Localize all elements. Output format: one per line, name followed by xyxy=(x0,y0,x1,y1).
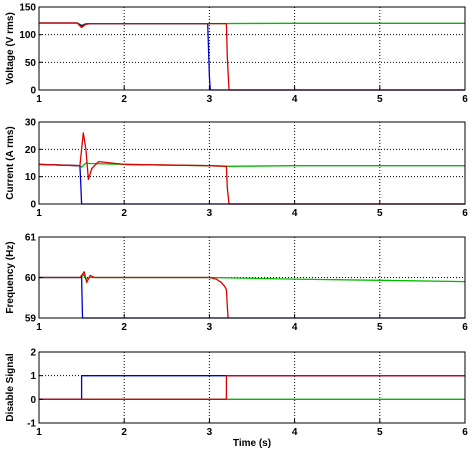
x-tick-label: 3 xyxy=(207,94,213,105)
x-tick-label: 1 xyxy=(36,94,42,105)
series-line-2 xyxy=(39,276,465,319)
x-tick-label: 1 xyxy=(36,427,42,438)
plot-frame xyxy=(38,121,466,205)
y-tick-label: 100 xyxy=(19,30,36,41)
plot-frame xyxy=(38,6,466,91)
x-tick-label: 5 xyxy=(377,208,383,219)
y-tick-label: 50 xyxy=(25,58,37,69)
series-line-3 xyxy=(39,375,465,400)
x-tick-label: 2 xyxy=(121,322,127,333)
y-tick-label: 0 xyxy=(30,395,36,406)
x-tick-label: 2 xyxy=(121,208,127,219)
y-tick-label: 61 xyxy=(25,233,37,244)
y-tick-label: 2 xyxy=(30,348,36,359)
x-tick-label: 6 xyxy=(462,208,468,219)
x-axis-label: Time (s) xyxy=(233,438,271,449)
x-tick-label: 5 xyxy=(377,427,383,438)
x-tick-label: 2 xyxy=(121,94,127,105)
y-tick-label: 0 xyxy=(30,200,36,211)
y-axis-label: Current (A rms) xyxy=(5,126,16,200)
x-tick-label: 6 xyxy=(462,94,468,105)
x-tick-label: 1 xyxy=(36,322,42,333)
series-line-3 xyxy=(38,132,465,205)
x-tick-label: 4 xyxy=(292,94,298,105)
chart-panel-4: 1 2 3 4 5 6 -1 0 1 2 Disable Signal Time (s) xyxy=(5,348,468,450)
x-tick-label: 6 xyxy=(462,427,468,438)
x-tick-label: 5 xyxy=(377,94,383,105)
x-tick-label: 3 xyxy=(207,208,213,219)
x-tick-label: 4 xyxy=(292,322,298,333)
y-tick-label: 10 xyxy=(25,172,37,183)
x-tick-label: 4 xyxy=(292,427,298,438)
chart-panel-2: 1 2 3 4 5 6 0 10 20 30 Current (A rms) xyxy=(5,118,468,220)
x-tick-label: 2 xyxy=(121,427,127,438)
x-tick-label: 3 xyxy=(207,427,213,438)
x-tick-label: 4 xyxy=(292,208,298,219)
y-tick-label: 59 xyxy=(25,314,37,325)
chart-panel-3: 1 2 3 4 5 6 59 60 61 Frequency (Hz) xyxy=(5,233,468,334)
x-tick-label: 5 xyxy=(377,322,383,333)
y-tick-label: 0 xyxy=(30,86,36,97)
plot-frame xyxy=(38,351,466,424)
y-axis-label: Voltage (V rms) xyxy=(5,12,16,85)
series-line-2 xyxy=(39,375,465,400)
series-line-2 xyxy=(38,163,465,205)
x-tick-label: 3 xyxy=(207,322,213,333)
series-line-2 xyxy=(39,22,465,91)
x-tick-label: 6 xyxy=(462,322,468,333)
y-tick-label: 1 xyxy=(30,371,36,382)
series-line-1 xyxy=(38,162,465,168)
series-line-3 xyxy=(39,271,229,319)
y-axis-label: Disable Signal xyxy=(5,353,16,422)
y-tick-label: 20 xyxy=(25,145,37,156)
y-tick-label: 60 xyxy=(25,273,37,284)
y-tick-label: -1 xyxy=(27,419,36,430)
series-line-3 xyxy=(39,22,465,91)
x-tick-label: 1 xyxy=(36,208,42,219)
y-axis-label: Frequency (Hz) xyxy=(5,241,16,313)
y-tick-label: 30 xyxy=(25,118,37,129)
y-tick-label: 150 xyxy=(19,3,36,14)
